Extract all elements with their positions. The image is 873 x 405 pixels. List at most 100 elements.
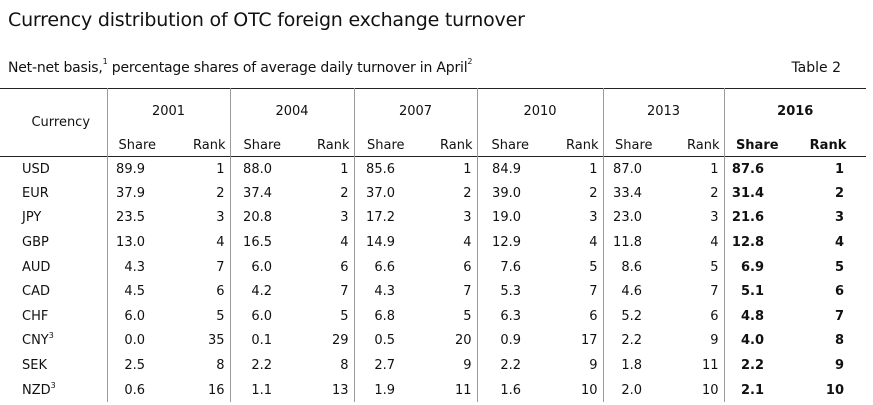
currency-cell: SEK [0,353,107,378]
share-cell: 0.5 [353,328,417,354]
currency-cell: NZD3 [0,378,107,403]
share-cell: 2.1 [740,382,764,398]
year-header-2004: 2004 [229,88,354,134]
rank-cell: 1 [589,161,598,177]
share-cell: 19.0 [476,205,543,231]
share-cell: 2.2 [602,328,664,354]
currency-code: CHF [22,308,49,324]
rank-cell: 1 [834,161,844,177]
share-cell: 6.0 [106,304,167,329]
share-cell: 84.9 [476,156,543,182]
currency-cell: EUR [0,181,107,206]
currency-code: EUR [22,185,49,201]
share-cell: 6.6 [353,254,417,280]
share-cell: 2.2 [229,353,294,378]
rank-cell: 5 [589,259,598,275]
rank-cell: 6 [834,284,844,300]
rank-cell: 5 [664,254,725,280]
share-cell: 6.9 [740,259,764,275]
share-column-header: Share [602,134,664,157]
share-cell: 1.1 [229,377,294,403]
currency-cell: GBP [0,230,107,255]
year-header-2016: 2016 [777,104,814,119]
share-cell: 7.6 [476,254,543,280]
currency-distribution-table: Currency 2001 2004 2007 2010 2013 2016 S… [0,88,866,403]
rank-cell: 4 [589,235,598,251]
rank-cell: 3 [834,210,844,226]
table-row: CHF 6.0 5 6.0 5 6.8 5 6.3 6 5.2 6 4.8 7 [0,304,866,329]
rank-cell: 2 [463,185,472,201]
share-cell: 4.2 [229,279,294,305]
currency-code: SEK [22,358,47,374]
rank-column-header: Rank [440,137,473,153]
currency-column-header: Currency [31,115,91,130]
share-cell: 39.0 [476,181,543,206]
currency-cell: CAD [0,279,107,304]
rank-column-header: Rank [317,137,350,153]
currency-cell: CHF [0,304,107,329]
share-cell: 6.3 [476,304,543,329]
rank-cell: 6 [463,259,472,275]
table-row: NZD3 0.6 16 1.1 13 1.9 11 1.6 10 2.0 10 2.1 10 [0,377,866,403]
share-cell: 2.5 [106,353,167,378]
rank-cell: 7 [340,284,349,300]
rank-cell: 1 [463,161,472,177]
table-subtitle: Net-net basis,1 percentage shares of ave… [8,57,473,76]
currency-code: USD [22,161,50,177]
share-cell: 4.3 [106,254,167,280]
rank-cell: 17 [580,333,598,349]
rank-column-header: Rank [664,134,725,157]
subtitle-text-2: percentage shares of average daily turno… [107,60,468,76]
table-number-label: Table 2 [791,60,841,76]
share-cell: 33.4 [602,181,664,206]
share-cell: 0.0 [106,328,167,354]
rank-cell: 5 [340,308,349,324]
share-cell: 4.8 [740,308,764,324]
share-cell: 23.0 [602,205,664,231]
share-column-header: Share [106,134,167,157]
share-cell: 1.9 [353,377,417,403]
subtitle-text-1: Net-net basis, [8,60,103,76]
rank-cell: 3 [340,210,349,226]
rank-column-header: Rank [566,137,599,153]
rank-cell: 2 [589,185,598,201]
rank-cell: 11 [454,382,472,398]
share-cell: 4.5 [106,279,167,305]
rank-cell: 5 [463,308,472,324]
currency-code: NZD [22,382,51,398]
rank-cell: 5 [834,259,844,275]
share-column-header: Share [353,134,417,157]
share-cell: 37.9 [106,181,167,206]
share-cell: 88.0 [229,156,294,182]
share-cell: 4.3 [353,279,417,305]
rank-cell: 3 [463,210,472,226]
rank-cell: 35 [207,333,225,349]
currency-code: JPY [22,210,42,226]
rank-cell: 7 [834,308,844,324]
share-cell: 2.2 [740,358,764,374]
rank-cell: 10 [664,377,725,403]
rank-cell: 9 [589,358,598,374]
currency-code: CNY [22,333,49,349]
currency-cell: AUD [0,255,107,280]
table-row: CAD 4.5 6 4.2 7 4.3 7 5.3 7 4.6 7 5.1 6 [0,279,866,305]
rank-cell: 10 [580,382,598,398]
rank-cell: 9 [664,328,725,354]
share-cell: 23.5 [106,205,167,231]
table-row: USD 89.9 1 88.0 1 85.6 1 84.9 1 87.0 1 87.6 1 [0,156,866,182]
rank-cell: 4 [664,230,725,255]
share-cell: 6.8 [353,304,417,329]
share-cell: 2.2 [476,353,543,378]
rank-cell: 7 [589,284,598,300]
currency-cell: USD [0,157,107,182]
rank-column-header: Rank [809,137,847,153]
rank-cell: 8 [216,358,225,374]
rank-cell: 4 [340,235,349,251]
footnote-ref: 3 [48,331,54,341]
table-row: EUR 37.9 2 37.4 2 37.0 2 39.0 2 33.4 2 31.4 2 [0,181,866,206]
year-header-2010: 2010 [476,88,603,134]
page-title: Currency distribution of OTC foreign exc… [8,9,525,31]
share-rank-header-row: Share Rank Share Rank Share Rank Share R… [0,134,866,157]
rank-cell: 6 [664,304,725,329]
share-cell: 0.1 [229,328,294,354]
